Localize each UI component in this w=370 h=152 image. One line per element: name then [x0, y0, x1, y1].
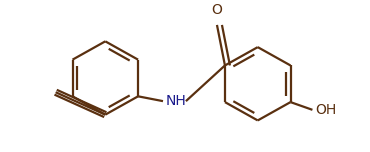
Text: O: O [212, 3, 222, 17]
Text: NH: NH [166, 94, 187, 108]
Text: OH: OH [315, 103, 337, 117]
